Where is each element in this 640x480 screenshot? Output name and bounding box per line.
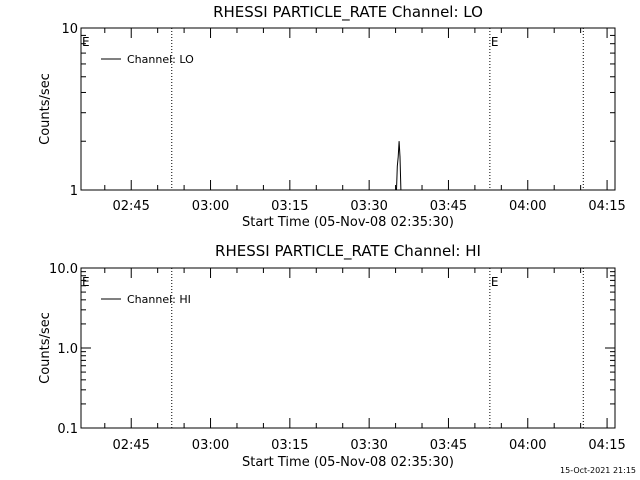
chart1-xtick-label-2: 03:15 (271, 199, 308, 214)
chart2-left-marker: E (82, 275, 90, 289)
chart2-xtick-label-0: 02:45 (112, 438, 149, 453)
chart1-x-axis-label: Start Time (05-Nov-08 02:35:30) (242, 215, 454, 230)
chart1-plot-frame (80, 27, 616, 191)
chart2-ytick-label-2: 10.0 (49, 262, 78, 277)
chart2-y-axis-label: Counts/sec (38, 312, 53, 384)
chart2-xtick-label-4: 03:45 (430, 438, 467, 453)
chart1-xtick-label-3: 03:30 (350, 199, 387, 214)
chart1-legend-label-0: Channel: LO (127, 53, 194, 66)
chart1-y-axis-label: Counts/sec (38, 73, 53, 145)
chart2-xtick-label-6: 04:15 (588, 438, 625, 453)
chart2-plot-frame (80, 267, 616, 429)
chart2-legend-label-0: Channel: HI (127, 293, 191, 306)
chart2-event-label-1: E (491, 275, 499, 289)
chart1-series-line-0 (396, 141, 402, 191)
chart1-xtick-label-5: 04:00 (509, 199, 546, 214)
chart2-xtick-label-3: 03:30 (350, 438, 387, 453)
chart2-xtick-label-5: 04:00 (509, 438, 546, 453)
chart1-event-label-1: E (491, 35, 499, 49)
chart2-ytick-label-1: 1.0 (57, 342, 78, 357)
chart2-title: RHESSI PARTICLE_RATE Channel: HI (215, 242, 481, 261)
chart1-ytick-label-0: 1 (70, 184, 78, 199)
chart1-xtick-label-1: 03:00 (192, 199, 229, 214)
chart1-xtick-label-0: 02:45 (112, 199, 149, 214)
chart1-left-marker: E (82, 35, 90, 49)
chart1-ytick-label-1: 10 (61, 22, 78, 37)
chart1-xtick-label-4: 03:45 (430, 199, 467, 214)
chart2-ytick-label-0: 0.1 (57, 422, 78, 437)
chart1-title: RHESSI PARTICLE_RATE Channel: LO (213, 3, 483, 22)
chart2-x-axis-label: Start Time (05-Nov-08 02:35:30) (242, 455, 454, 470)
chart2-xtick-label-2: 03:15 (271, 438, 308, 453)
footer-timestamp: 15-Oct-2021 21:15 (560, 466, 636, 475)
chart1-xtick-label-6: 04:15 (588, 199, 625, 214)
chart2-xtick-label-1: 03:00 (192, 438, 229, 453)
